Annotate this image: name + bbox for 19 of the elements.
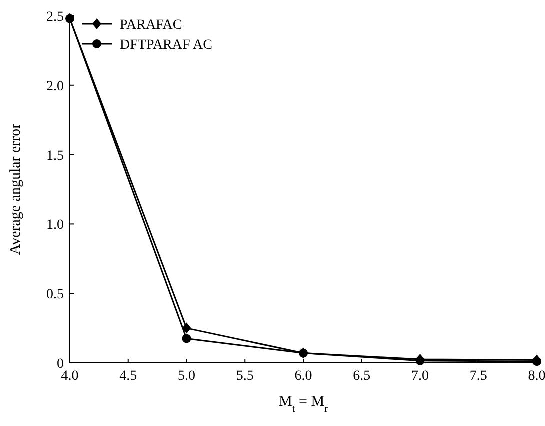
x-tick-label: 7.5	[470, 369, 488, 384]
y-tick-label: 2.0	[46, 79, 64, 94]
y-tick-label: 0.5	[46, 288, 64, 303]
x-tick-label: 4.0	[61, 369, 79, 384]
y-tick-label: 0	[57, 357, 64, 372]
x-tick-label: 5.0	[178, 369, 196, 384]
x-tick-label: 7.0	[412, 369, 429, 384]
x-tick-label: 8.0	[528, 369, 545, 384]
legend-label: DFTPARAF AC	[120, 38, 212, 53]
x-tick-label: 6.0	[294, 369, 312, 384]
y-tick-label: 1.0	[46, 218, 64, 234]
x-axis-title: M$_{t}$ = M$_{r}$	[278, 394, 329, 414]
y-tick-label: 1.5	[46, 148, 64, 164]
x-tick-label: 6.5	[353, 369, 371, 384]
y-axis-title: Average angular error	[8, 124, 24, 256]
y-tick-label: 2.5	[46, 10, 64, 25]
legend-label: PARAFAC	[120, 18, 182, 33]
x-tick-label: 4.5	[120, 369, 138, 384]
x-tick-label: 5.5	[236, 369, 254, 384]
